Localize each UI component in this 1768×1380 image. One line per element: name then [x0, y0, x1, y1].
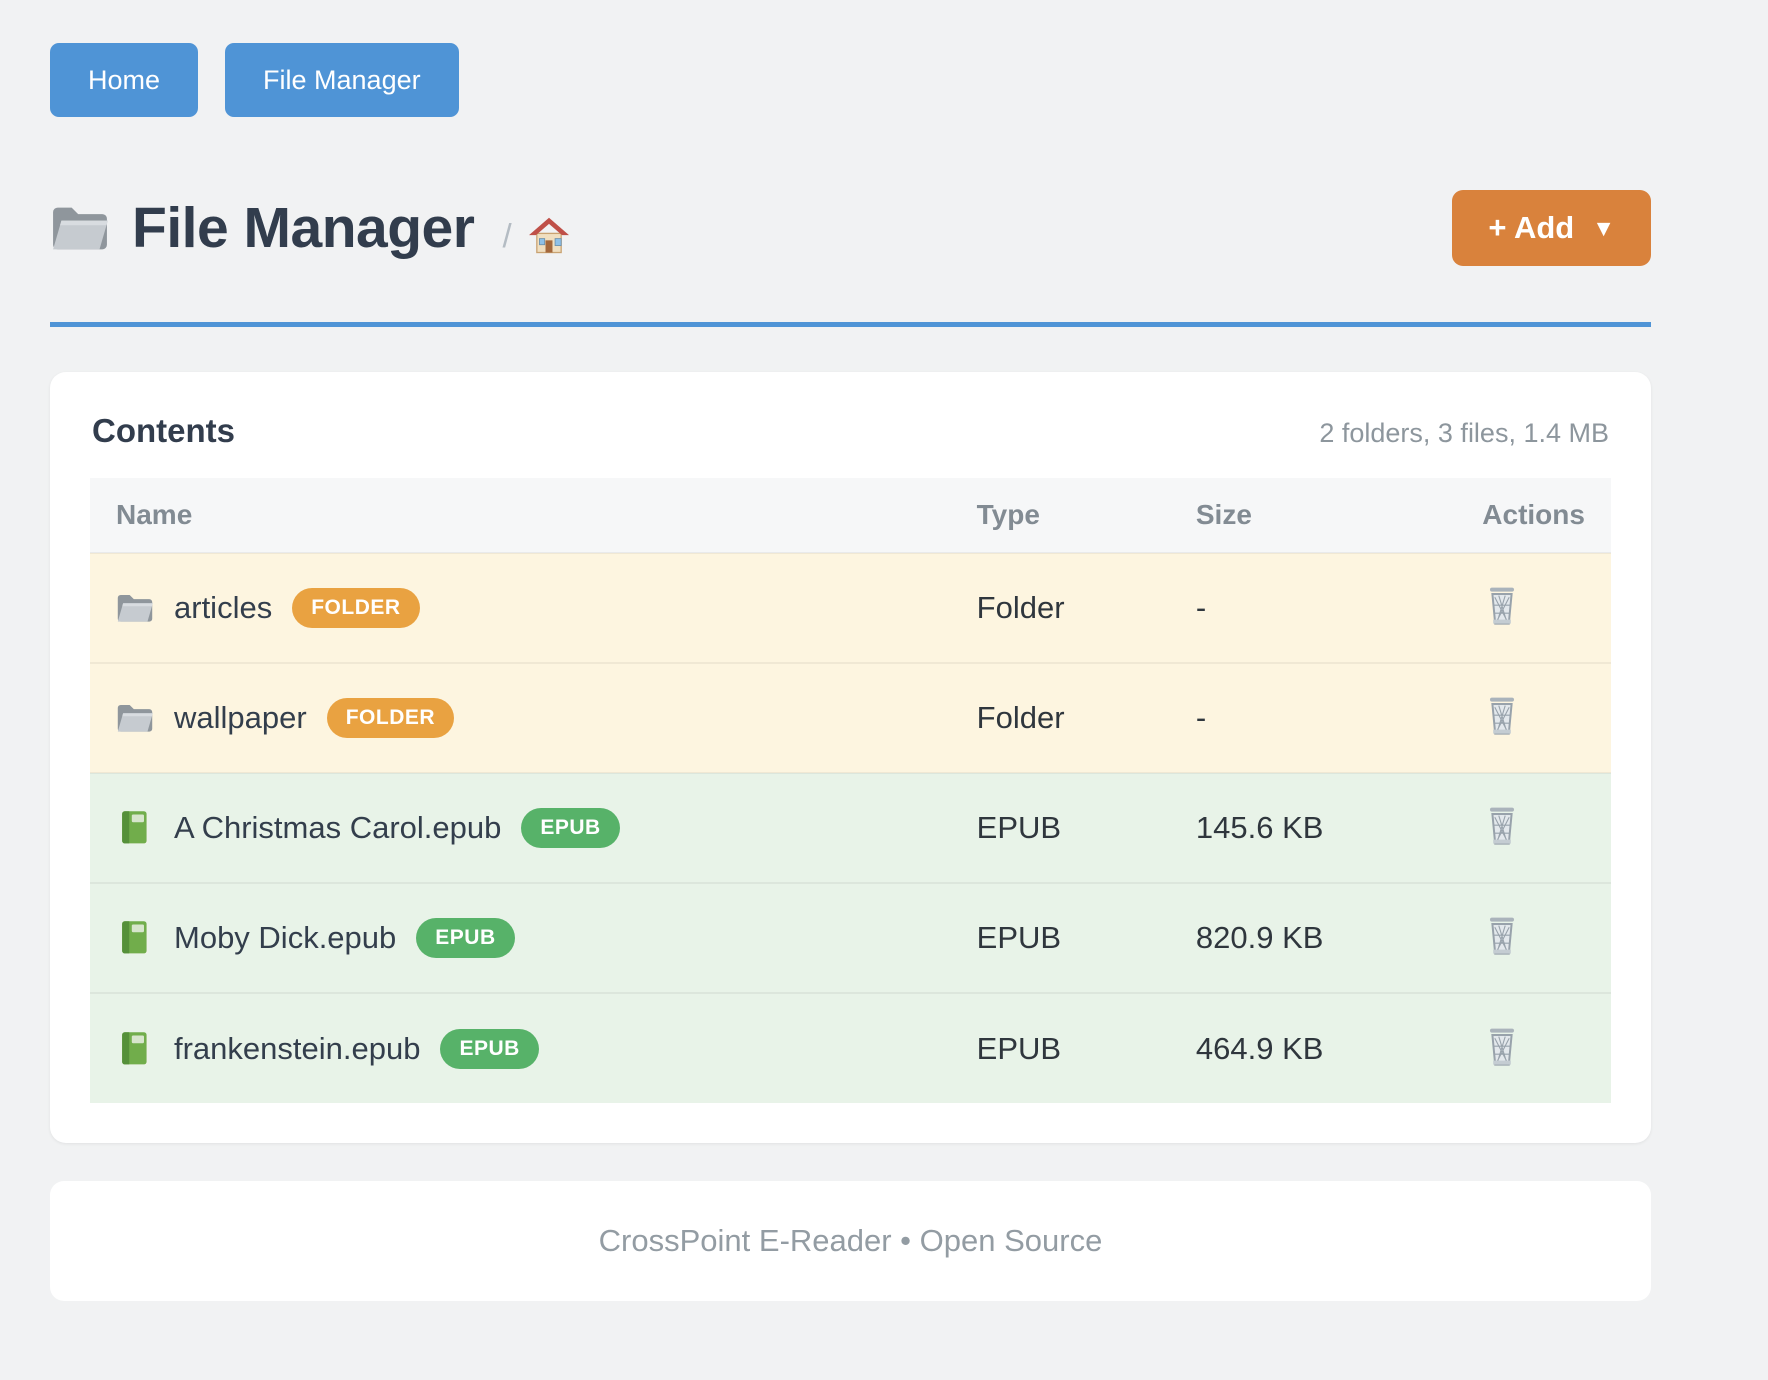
row-name-label[interactable]: articles: [174, 590, 273, 625]
file-table-header: Name Type Size Actions: [90, 478, 1611, 553]
row-size: -: [1195, 700, 1207, 735]
table-row[interactable]: Moby Dick.epub EPUB EPUB 820.9 KB: [90, 883, 1611, 993]
row-name-label[interactable]: wallpaper: [174, 700, 307, 735]
row-type: EPUB: [976, 1030, 1062, 1066]
row-size: 820.9 KB: [1195, 920, 1324, 955]
row-name-label[interactable]: A Christmas Carol.epub: [174, 810, 502, 845]
row-type-badge: EPUB: [416, 918, 515, 958]
row-actions-cell: [1456, 883, 1611, 993]
nav-file-manager-button[interactable]: File Manager: [225, 43, 459, 117]
row-size: -: [1195, 590, 1207, 625]
row-actions-cell: [1456, 663, 1611, 773]
row-size: 464.9 KB: [1195, 1030, 1324, 1066]
page-footer: CrossPoint E-Reader • Open Source: [50, 1181, 1651, 1301]
book-icon: [116, 920, 154, 956]
row-name-cell: articles FOLDER: [90, 553, 951, 663]
contents-summary: 2 folders, 3 files, 1.4 MB: [1319, 418, 1609, 448]
file-table: Name Type Size Actions articles FOLDER F…: [90, 478, 1611, 1103]
row-size: 145.6 KB: [1195, 810, 1324, 845]
contents-heading: Contents: [92, 412, 235, 449]
book-icon: [116, 1031, 154, 1067]
column-header-name: Name: [90, 478, 951, 553]
trash-icon: [1486, 586, 1518, 626]
delete-button[interactable]: [1482, 582, 1522, 630]
add-button[interactable]: + Add ▼: [1452, 190, 1651, 266]
row-actions-cell: [1456, 993, 1611, 1103]
delete-button[interactable]: [1482, 912, 1522, 960]
page-header: File Manager / + Add ▼: [50, 190, 1651, 266]
row-type: Folder: [976, 590, 1065, 625]
book-icon: [116, 810, 154, 846]
table-row[interactable]: wallpaper FOLDER Folder -: [90, 663, 1611, 773]
nav-home-button[interactable]: Home: [50, 43, 199, 117]
file-manager-page: Home File Manager File Manager / + Add ▼…: [50, 0, 1651, 1301]
row-type-badge: EPUB: [440, 1028, 539, 1069]
folder-icon: [116, 590, 154, 626]
row-name-label[interactable]: frankenstein.epub: [174, 1030, 421, 1066]
breadcrumb: /: [502, 216, 569, 256]
row-name-cell: wallpaper FOLDER: [90, 663, 951, 773]
delete-button[interactable]: [1482, 692, 1522, 740]
delete-button[interactable]: [1482, 1023, 1522, 1071]
folder-icon: [116, 700, 154, 736]
delete-button[interactable]: [1482, 802, 1522, 850]
trash-icon: [1486, 1027, 1518, 1067]
trash-icon: [1486, 696, 1518, 736]
column-header-size: Size: [1169, 478, 1457, 553]
row-type: EPUB: [976, 920, 1062, 955]
chevron-down-icon: ▼: [1592, 214, 1615, 241]
row-type-badge: EPUB: [521, 808, 620, 848]
trash-icon: [1486, 806, 1518, 846]
home-icon[interactable]: [528, 216, 570, 256]
top-nav: Home File Manager: [50, 43, 1651, 117]
row-type-badge: FOLDER: [292, 588, 420, 628]
contents-card: Contents 2 folders, 3 files, 1.4 MB Name…: [50, 372, 1651, 1143]
row-name-label[interactable]: Moby Dick.epub: [174, 920, 397, 955]
column-header-type: Type: [950, 478, 1170, 553]
row-type: EPUB: [976, 810, 1062, 845]
page-title: File Manager: [132, 196, 475, 260]
contents-card-header: Contents 2 folders, 3 files, 1.4 MB: [90, 412, 1611, 450]
row-type: Folder: [976, 700, 1065, 735]
file-table-body: articles FOLDER Folder - wallpaper FOLDE…: [90, 553, 1611, 1103]
row-name-cell: Moby Dick.epub EPUB: [90, 883, 951, 993]
header-divider: [50, 322, 1651, 327]
row-name-cell: A Christmas Carol.epub EPUB: [90, 773, 951, 883]
title-wrap: File Manager /: [50, 195, 570, 261]
row-type-badge: FOLDER: [326, 698, 455, 738]
footer-text: CrossPoint E-Reader • Open Source: [598, 1223, 1103, 1258]
row-actions-cell: [1456, 773, 1611, 883]
row-actions-cell: [1456, 553, 1611, 663]
add-button-label: + Add: [1488, 210, 1575, 245]
table-row[interactable]: articles FOLDER Folder -: [90, 553, 1611, 663]
table-row[interactable]: A Christmas Carol.epub EPUB EPUB 145.6 K…: [90, 773, 1611, 883]
breadcrumb-separator: /: [502, 217, 512, 254]
folder-icon: [50, 202, 132, 254]
trash-icon: [1486, 916, 1518, 956]
row-name-cell: frankenstein.epub EPUB: [90, 993, 951, 1103]
table-row[interactable]: frankenstein.epub EPUB EPUB 464.9 KB: [90, 993, 1611, 1103]
column-header-actions: Actions: [1456, 478, 1611, 553]
